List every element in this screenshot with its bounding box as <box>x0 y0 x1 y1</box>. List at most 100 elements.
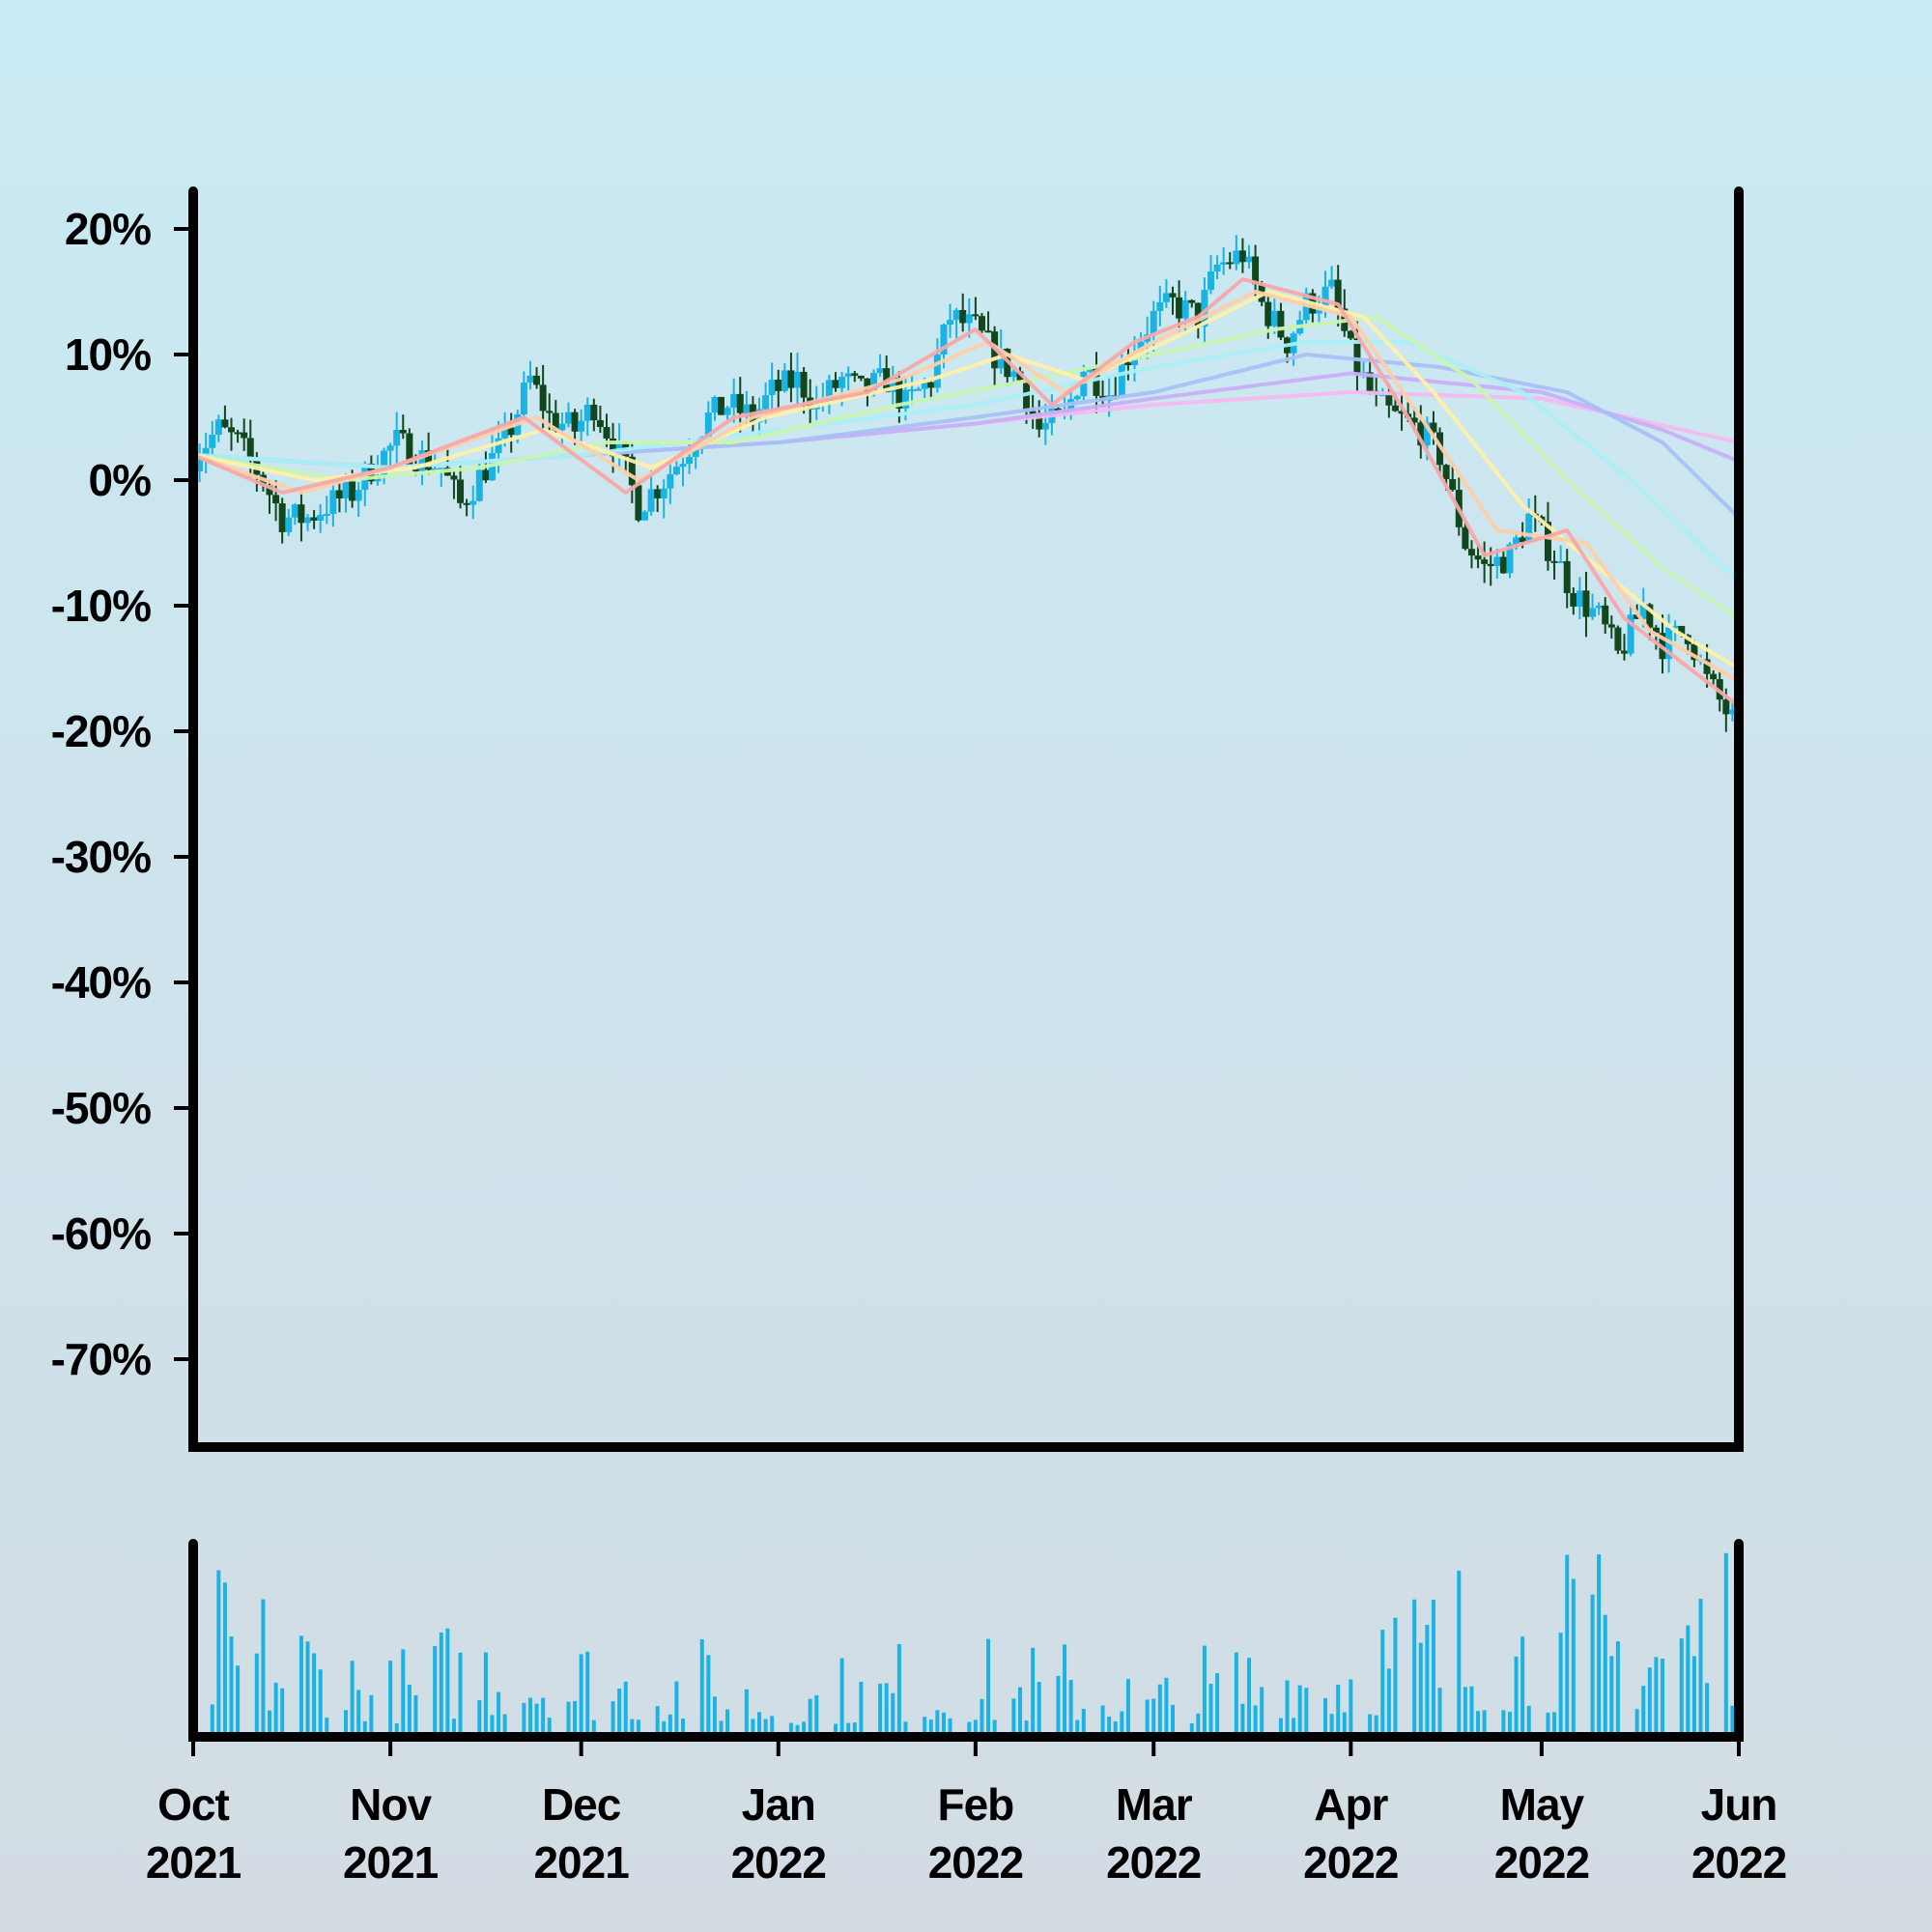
volume-bar <box>1075 1719 1080 1733</box>
candle <box>304 514 312 531</box>
volume-bar <box>268 1710 272 1733</box>
candle <box>1277 302 1285 341</box>
candle <box>1582 572 1590 638</box>
candle <box>1328 266 1336 290</box>
volume-bar <box>1558 1633 1563 1733</box>
volume-bar <box>744 1689 749 1733</box>
candle <box>635 482 642 523</box>
volume-bar <box>1698 1599 1703 1733</box>
candle <box>285 508 293 536</box>
moving-average-line <box>191 290 1741 670</box>
candle <box>533 367 541 389</box>
volume-bar <box>1260 1687 1264 1733</box>
candle <box>463 498 470 517</box>
volume-bar <box>1349 1679 1353 1733</box>
candle <box>1474 544 1482 569</box>
volume-bar <box>1100 1705 1105 1733</box>
volume-bar <box>1202 1645 1207 1733</box>
volume-bar <box>923 1717 927 1733</box>
candle <box>298 491 305 542</box>
moving-average-line <box>191 315 1741 620</box>
volume-bar <box>1679 1638 1684 1733</box>
volume-bar <box>1253 1705 1258 1733</box>
candle <box>1614 625 1622 655</box>
x-tick-year: 2022 <box>1691 1837 1786 1888</box>
volume-bar <box>611 1701 615 1733</box>
x-tick-year: 2021 <box>533 1837 629 1888</box>
volume-bar <box>891 1692 895 1733</box>
candle <box>234 429 242 443</box>
volume-bar <box>445 1628 450 1733</box>
volume-bar <box>795 1724 800 1733</box>
volume-bar <box>1507 1712 1512 1733</box>
volume-bar <box>591 1719 596 1733</box>
candle <box>1589 593 1597 620</box>
x-tick-month: Nov <box>350 1779 432 1830</box>
volume-bar <box>210 1704 214 1733</box>
volume-bar <box>1037 1682 1041 1733</box>
candle <box>1009 368 1017 384</box>
candle <box>578 409 585 442</box>
price-panel-frame <box>188 186 1744 1452</box>
candle <box>221 405 229 429</box>
candle <box>615 423 623 470</box>
volume-bar <box>1571 1578 1576 1733</box>
x-tick-month: Feb <box>937 1779 1013 1830</box>
candle <box>335 479 343 513</box>
candle <box>1233 235 1240 270</box>
x-tick-year: 2022 <box>1106 1837 1201 1888</box>
x-tick-month: Oct <box>157 1779 229 1830</box>
volume-bar <box>1660 1659 1664 1733</box>
volume-bar <box>1336 1684 1341 1733</box>
volume-bar <box>1151 1698 1156 1733</box>
volume-bar <box>846 1722 851 1733</box>
candle <box>1550 550 1558 580</box>
volume-bar <box>1501 1710 1506 1733</box>
volume-bar <box>1609 1656 1614 1733</box>
volume-bar <box>1278 1718 1283 1733</box>
volume-bar <box>1189 1722 1194 1733</box>
volume-bar <box>1437 1688 1442 1733</box>
volume-bar <box>1164 1677 1169 1733</box>
volume-bar <box>1374 1715 1378 1733</box>
candle <box>978 313 985 333</box>
volume-bar <box>388 1661 393 1733</box>
volume-bar <box>298 1635 303 1733</box>
candle <box>883 355 891 393</box>
volume-bar <box>1654 1657 1659 1733</box>
volume-bar <box>1469 1686 1474 1733</box>
candle <box>386 442 394 469</box>
volume-bar <box>1552 1712 1557 1733</box>
volume-bar <box>1031 1647 1036 1733</box>
volume-bar <box>273 1682 278 1733</box>
volume-bar <box>1380 1630 1385 1733</box>
candle <box>1481 541 1489 583</box>
volume-bar <box>834 1723 838 1733</box>
volume-bar <box>1457 1570 1462 1733</box>
volume-bar <box>1431 1600 1435 1733</box>
candle <box>1238 238 1246 273</box>
volume-bar <box>1011 1698 1016 1733</box>
x-tick-year: 2022 <box>1303 1837 1398 1888</box>
volume-bar <box>522 1702 526 1733</box>
y-tick-label: -50% <box>51 1083 151 1133</box>
volume-bar <box>630 1719 635 1733</box>
candle <box>526 360 534 390</box>
volume-bar <box>1686 1625 1690 1733</box>
volume-bar <box>941 1712 946 1733</box>
candle <box>876 354 884 377</box>
candle <box>1220 246 1228 275</box>
volume-bar <box>668 1714 672 1733</box>
volume-bar <box>1723 1552 1728 1733</box>
candle <box>1290 331 1297 366</box>
y-tick-label: 10% <box>65 329 151 380</box>
candle <box>507 412 515 453</box>
candle <box>1207 255 1214 295</box>
volume-bar <box>585 1651 590 1733</box>
volume-bar <box>497 1691 501 1733</box>
candle <box>1499 551 1507 574</box>
volume-bar <box>1240 1703 1245 1733</box>
candle <box>1099 380 1107 408</box>
volume-bar <box>763 1719 768 1733</box>
candle <box>399 414 407 440</box>
